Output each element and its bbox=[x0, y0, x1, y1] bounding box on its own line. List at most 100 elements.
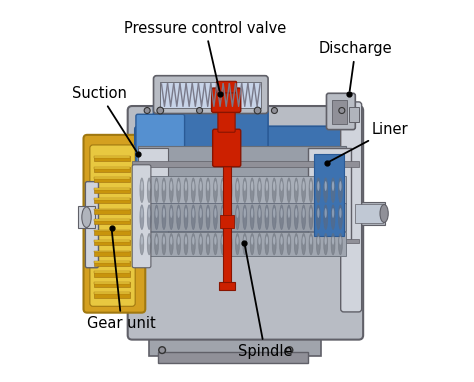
Ellipse shape bbox=[295, 236, 297, 245]
Ellipse shape bbox=[287, 233, 291, 255]
Ellipse shape bbox=[332, 181, 334, 191]
Ellipse shape bbox=[302, 236, 305, 245]
Ellipse shape bbox=[191, 178, 195, 202]
Ellipse shape bbox=[316, 178, 320, 202]
Ellipse shape bbox=[229, 208, 231, 218]
Bar bbox=[94, 177, 129, 179]
Ellipse shape bbox=[221, 233, 225, 255]
Ellipse shape bbox=[140, 178, 144, 202]
Bar bbox=[223, 159, 231, 288]
Ellipse shape bbox=[266, 236, 268, 245]
Ellipse shape bbox=[191, 233, 195, 255]
Ellipse shape bbox=[163, 208, 165, 218]
Ellipse shape bbox=[221, 178, 225, 202]
Bar bbox=[149, 335, 321, 356]
Ellipse shape bbox=[317, 236, 319, 245]
Bar bbox=[94, 156, 129, 162]
Ellipse shape bbox=[214, 236, 217, 245]
Ellipse shape bbox=[338, 178, 342, 202]
Bar bbox=[94, 240, 129, 245]
Ellipse shape bbox=[281, 236, 283, 245]
Ellipse shape bbox=[177, 236, 180, 245]
Ellipse shape bbox=[177, 233, 181, 255]
FancyBboxPatch shape bbox=[132, 165, 151, 268]
Ellipse shape bbox=[192, 236, 194, 245]
Ellipse shape bbox=[192, 208, 194, 218]
FancyBboxPatch shape bbox=[154, 76, 268, 113]
Bar bbox=[94, 156, 129, 158]
Ellipse shape bbox=[236, 205, 239, 230]
Ellipse shape bbox=[244, 236, 246, 245]
Ellipse shape bbox=[339, 181, 342, 191]
Bar bbox=[94, 230, 129, 231]
Ellipse shape bbox=[251, 208, 253, 218]
Ellipse shape bbox=[310, 236, 312, 245]
FancyBboxPatch shape bbox=[85, 181, 99, 268]
Ellipse shape bbox=[229, 236, 231, 245]
Bar bbox=[94, 188, 129, 193]
Ellipse shape bbox=[213, 233, 218, 255]
Bar bbox=[138, 148, 168, 240]
Ellipse shape bbox=[141, 236, 143, 245]
Ellipse shape bbox=[310, 181, 312, 191]
Ellipse shape bbox=[288, 208, 290, 218]
Ellipse shape bbox=[273, 208, 275, 218]
Ellipse shape bbox=[155, 181, 158, 191]
Ellipse shape bbox=[324, 205, 328, 230]
Ellipse shape bbox=[155, 236, 158, 245]
Ellipse shape bbox=[257, 178, 262, 202]
Ellipse shape bbox=[184, 205, 188, 230]
Ellipse shape bbox=[302, 208, 305, 218]
Ellipse shape bbox=[325, 181, 327, 191]
Ellipse shape bbox=[301, 233, 306, 255]
Ellipse shape bbox=[310, 208, 312, 218]
Bar bbox=[94, 251, 129, 253]
Bar bbox=[94, 198, 129, 200]
Ellipse shape bbox=[317, 208, 319, 218]
Ellipse shape bbox=[185, 181, 187, 191]
Ellipse shape bbox=[244, 208, 246, 218]
Bar bbox=[138, 176, 346, 204]
Ellipse shape bbox=[169, 233, 173, 255]
Ellipse shape bbox=[281, 181, 283, 191]
Ellipse shape bbox=[316, 205, 320, 230]
Ellipse shape bbox=[250, 233, 254, 255]
Ellipse shape bbox=[200, 208, 202, 218]
Ellipse shape bbox=[338, 233, 342, 255]
Ellipse shape bbox=[162, 233, 166, 255]
Ellipse shape bbox=[141, 208, 143, 218]
Bar bbox=[94, 209, 129, 210]
Ellipse shape bbox=[339, 236, 342, 245]
Ellipse shape bbox=[265, 205, 269, 230]
FancyBboxPatch shape bbox=[341, 102, 362, 312]
Ellipse shape bbox=[221, 181, 224, 191]
Bar bbox=[332, 100, 347, 125]
Ellipse shape bbox=[331, 205, 335, 230]
Bar bbox=[138, 203, 346, 231]
Bar bbox=[160, 83, 261, 108]
Ellipse shape bbox=[147, 178, 151, 202]
Bar bbox=[132, 161, 359, 167]
Ellipse shape bbox=[170, 181, 173, 191]
FancyBboxPatch shape bbox=[218, 107, 235, 132]
Ellipse shape bbox=[258, 181, 261, 191]
Ellipse shape bbox=[206, 205, 210, 230]
Ellipse shape bbox=[286, 347, 293, 353]
Ellipse shape bbox=[213, 178, 218, 202]
Ellipse shape bbox=[155, 178, 158, 202]
Ellipse shape bbox=[184, 233, 188, 255]
Bar bbox=[349, 107, 359, 122]
Ellipse shape bbox=[266, 208, 268, 218]
Bar bbox=[94, 167, 129, 172]
Ellipse shape bbox=[316, 233, 320, 255]
Ellipse shape bbox=[237, 208, 238, 218]
Ellipse shape bbox=[288, 181, 290, 191]
Ellipse shape bbox=[287, 178, 291, 202]
Bar bbox=[94, 240, 129, 242]
Ellipse shape bbox=[162, 178, 166, 202]
Ellipse shape bbox=[229, 181, 231, 191]
Ellipse shape bbox=[294, 205, 298, 230]
FancyBboxPatch shape bbox=[211, 88, 241, 112]
FancyBboxPatch shape bbox=[217, 81, 237, 93]
Ellipse shape bbox=[301, 178, 306, 202]
